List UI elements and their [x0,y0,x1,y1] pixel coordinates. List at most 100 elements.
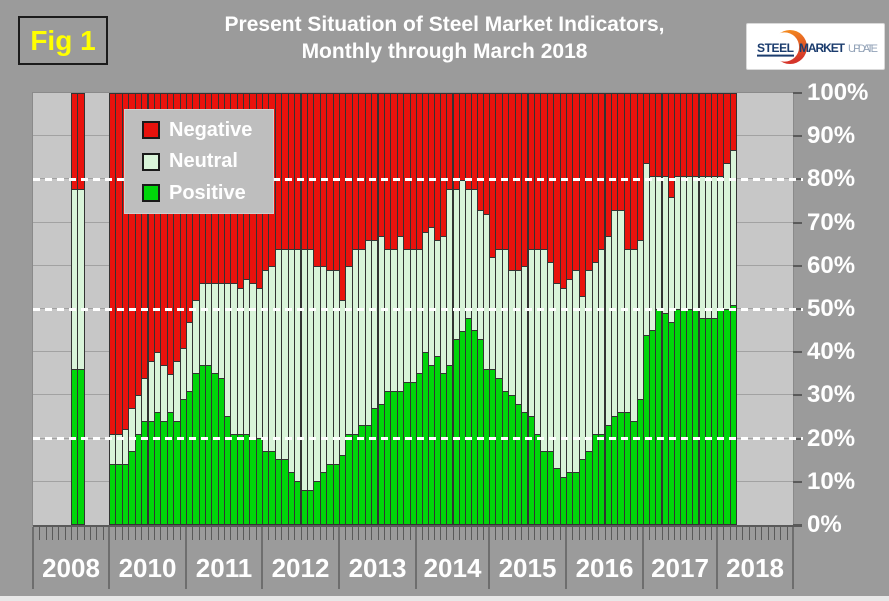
segment-positive [372,407,378,524]
segment-neutral [199,283,205,365]
segment-positive [730,304,736,524]
month-tick [459,527,460,540]
month-tick [186,527,187,540]
segment-positive [410,382,416,524]
segment-neutral [206,283,212,365]
x-axis-line [33,525,802,527]
segment-neutral [391,248,397,391]
month-tick [122,527,123,540]
segment-negative [483,94,489,215]
segment-negative [687,94,693,176]
month-tick [761,527,762,540]
segment-positive [541,450,547,524]
segment-positive [269,450,275,524]
segment-positive [573,472,579,524]
segment-positive [333,463,339,524]
segment-neutral [650,175,656,331]
y-tick-label-50pct: 50% [807,295,856,322]
segment-positive [206,364,212,524]
steel-market-update-logo: STEEL MARKET UPDATE [746,23,885,70]
segment-negative [573,94,579,271]
year-separator-6 [488,527,490,589]
segment-negative [307,94,314,249]
month-tick [218,527,219,540]
month-tick [749,527,750,540]
y-tick-label-70pct: 70% [807,208,856,236]
segment-negative [599,94,605,249]
month-tick [643,527,644,540]
month-tick [598,527,599,540]
month-tick [410,527,411,540]
month-tick [742,527,743,540]
segment-neutral [187,321,193,391]
month-tick [103,527,104,540]
segment-positive [275,459,282,524]
segment-negative [724,94,730,163]
month-tick [711,527,712,540]
segment-positive [496,377,502,524]
segment-negative [730,94,736,150]
month-tick [268,527,269,540]
segment-negative [435,94,441,241]
segment-positive [397,390,404,524]
segment-neutral [384,248,391,391]
y-tick-90pct [793,135,802,138]
segment-positive [592,433,599,524]
segment-neutral [441,235,447,374]
segment-positive [231,433,237,524]
segment-positive [263,450,269,524]
segment-negative [142,94,148,378]
month-tick [521,527,522,540]
segment-positive [483,369,489,524]
segment-negative [711,94,717,176]
segment-positive [605,425,611,524]
segment-negative [490,94,496,258]
month-tick [307,527,308,540]
month-tick [281,527,282,540]
year-separator-9 [716,527,718,589]
y-tick-20pct [793,437,802,440]
segment-positive [711,317,717,524]
year-label-2008: 2008 [42,553,100,583]
month-tick [434,527,435,540]
segment-neutral [244,278,250,434]
segment-negative [384,94,391,249]
segment-positive [650,330,656,524]
segment-neutral [560,287,566,477]
segment-neutral [269,266,275,451]
month-tick [403,527,404,540]
segment-neutral [724,162,730,309]
segment-negative [453,94,459,189]
month-tick [180,527,181,540]
segment-positive [378,403,384,524]
segment-negative [502,94,509,249]
segment-neutral [122,429,129,464]
segment-negative [404,94,410,249]
month-tick [649,527,650,540]
segment-positive [307,489,314,524]
segment-neutral [435,240,441,357]
y-tick-0pct [793,524,802,526]
segment-neutral [687,175,693,309]
month-tick [211,527,212,540]
segment-neutral [346,266,352,434]
segment-positive [218,377,224,524]
segment-neutral [693,175,699,309]
segment-positive [699,317,705,524]
segment-positive [586,450,592,524]
y-tick-label-0pct: 0% [807,511,842,538]
month-tick [313,527,314,540]
segment-neutral [237,287,243,434]
segment-negative [423,94,429,232]
month-tick [262,527,263,540]
logo-word-update: UPDATE [848,43,878,55]
segment-positive [295,480,301,524]
month-tick [736,527,737,540]
segment-negative [378,94,384,236]
segment-neutral [397,235,404,391]
segment-neutral [320,266,327,473]
segment-negative [674,94,680,176]
legend-swatch-positive [142,184,160,202]
legend-item-neutral: Neutral [142,150,273,173]
segment-negative [167,94,174,374]
